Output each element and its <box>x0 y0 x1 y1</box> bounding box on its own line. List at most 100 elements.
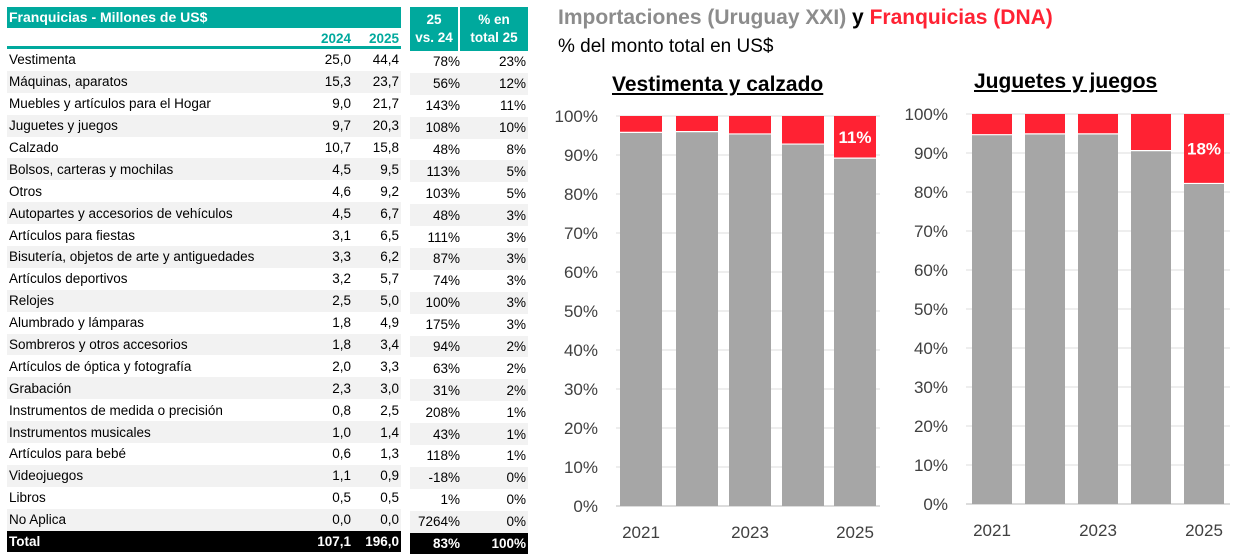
y-tick-label: 50% <box>914 300 948 319</box>
row-variation: 48% <box>432 142 460 157</box>
row-share: 3% <box>506 273 526 289</box>
row-variation: 108% <box>425 120 460 136</box>
y-tick-label: 40% <box>914 339 948 358</box>
y-tick-label: 10% <box>914 456 948 475</box>
row-value-2025: 0,0 <box>380 512 399 528</box>
data-label: 11% <box>838 128 871 147</box>
table-row: Instrumentos de medida o precisión 0,8 2,5 <box>7 399 401 421</box>
bar-imports <box>834 158 876 506</box>
row-share: 3% <box>506 295 526 311</box>
row-value-2025: 9,5 <box>380 161 399 177</box>
table-row-variation: 43% 1% <box>410 423 528 446</box>
row-value-2025: 6,7 <box>380 205 399 221</box>
table-year-header: 2024 2025 <box>7 28 401 49</box>
table-row-variation: 1% 0% <box>410 489 528 511</box>
table-row: Autopartes y accesorios de vehículos 4,5 6… <box>7 202 401 225</box>
table-row: Instrumentos musicales 1,0 1,4 <box>7 421 401 444</box>
row-share: 11% <box>499 98 526 114</box>
table-row: Artículos para fiestas 3,1 6,5 <box>7 224 401 246</box>
row-share: 3% <box>506 207 526 223</box>
y-tick-label: 60% <box>564 263 598 282</box>
bar-franchises <box>1184 114 1224 184</box>
bar-imports <box>1078 133 1118 504</box>
row-share: 3% <box>506 251 526 267</box>
header-variation: 25 vs. 24 <box>410 7 460 51</box>
y-tick-label: 90% <box>914 144 948 163</box>
y-tick-label: 30% <box>914 378 948 397</box>
row-share: 0% <box>506 470 526 486</box>
bar-franchises <box>834 116 876 159</box>
franchise-table: Franquicias - Millones de US$ 2024 2025 … <box>7 7 401 553</box>
table-row-variation: 103% 5% <box>410 182 528 204</box>
row-value-2025: 9,2 <box>380 183 399 199</box>
row-share: 12% <box>498 76 526 92</box>
y-tick-label: 0% <box>573 497 598 516</box>
row-share: 1% <box>506 448 526 464</box>
row-share: 10% <box>498 120 526 136</box>
table-row: Máquinas, aparatos 15,3 23,7 <box>7 70 401 93</box>
y-tick-label: 20% <box>914 417 948 436</box>
table-row-variation: 111% 3% <box>410 226 528 248</box>
table-row: Relojes 2,5 5,0 <box>7 289 401 312</box>
row-variation: 87% <box>432 251 460 267</box>
row-variation: 208% <box>425 404 460 420</box>
row-variation: 63% <box>432 360 460 376</box>
row-share: 2% <box>506 339 526 355</box>
y-tick-label: 90% <box>564 146 598 165</box>
row-value-2024: 1,1 <box>332 468 351 484</box>
total-share: 100% <box>491 536 526 552</box>
row-category: Libros <box>9 490 46 506</box>
header-variation-line2: vs. 24 <box>415 30 453 45</box>
chart-title-clothing: Vestimenta y calzado <box>612 73 824 96</box>
table-row-variation: -18% 0% <box>410 466 528 489</box>
table-row: Muebles y artículos para el Hogar 9,0 21,7 <box>7 93 401 115</box>
header-2024: 2024 <box>320 31 351 46</box>
bar-imports <box>676 131 718 506</box>
table-row-variation: 78% 23% <box>410 51 528 73</box>
header-share: % en total 25 <box>460 7 528 51</box>
table-row-variation: 56% 12% <box>410 72 528 95</box>
bar-franchises <box>972 114 1012 135</box>
y-tick-label: 70% <box>564 224 598 243</box>
row-variation: 175% <box>425 317 460 333</box>
row-variation: 74% <box>432 273 460 289</box>
x-tick-label: 2021 <box>622 523 660 542</box>
y-tick-label: 20% <box>564 419 598 438</box>
header-share-line1: % en <box>478 12 510 27</box>
row-category: Relojes <box>9 293 55 309</box>
variation-header: 25 vs. 24 % en total 25 <box>410 7 528 51</box>
variation-body: 78% 23% 56% 12% 143% 11% 108% 10% 48% 8% 113% 5% 103… <box>410 51 528 555</box>
row-value-2024: 2,5 <box>332 293 351 309</box>
row-category: Bisutería, objetos de arte y antiguedade… <box>9 249 255 265</box>
table-row-variation: 94% 2% <box>410 335 528 358</box>
row-category: Videojuegos <box>9 468 84 484</box>
row-value-2025: 3,4 <box>380 337 399 353</box>
table-title: Franquicias - Millones de US$ <box>7 7 401 28</box>
y-tick-label: 80% <box>564 185 598 204</box>
row-value-2025: 5,0 <box>380 293 399 309</box>
total-label: Total <box>9 534 41 550</box>
table-row: Bolsos, carteras y mochilas 4,5 9,5 <box>7 158 401 181</box>
chart-subtitle: % del monto total en US$ <box>558 36 774 57</box>
row-share: 0% <box>506 492 526 508</box>
table-row: Juguetes y juegos 9,7 20,3 <box>7 114 401 137</box>
row-share: 5% <box>506 185 526 201</box>
chart-heading: Importaciones (Uruguay XXI) y Franquicia… <box>558 6 1053 30</box>
y-tick-label: 40% <box>564 341 598 360</box>
y-tick-label: 100% <box>905 105 948 124</box>
row-share: 23% <box>498 54 526 70</box>
header-2025: 2025 <box>368 31 399 46</box>
bar-imports <box>729 133 771 506</box>
row-value-2025: 1,3 <box>380 446 399 462</box>
table-row-variation: 7264% 0% <box>410 510 528 533</box>
row-value-2024: 0,0 <box>332 512 351 528</box>
x-tick-label: 2021 <box>973 521 1011 540</box>
y-tick-label: 0% <box>923 495 948 514</box>
table-row-variation: 31% 2% <box>410 379 528 402</box>
row-category: Alumbrado y lámparas <box>9 315 145 331</box>
row-value-2024: 4,5 <box>332 205 351 221</box>
row-value-2025: 3,3 <box>380 358 399 374</box>
row-value-2025: 3,0 <box>380 380 399 396</box>
y-tick-label: 50% <box>564 302 598 321</box>
y-tick-label: 30% <box>564 380 598 399</box>
